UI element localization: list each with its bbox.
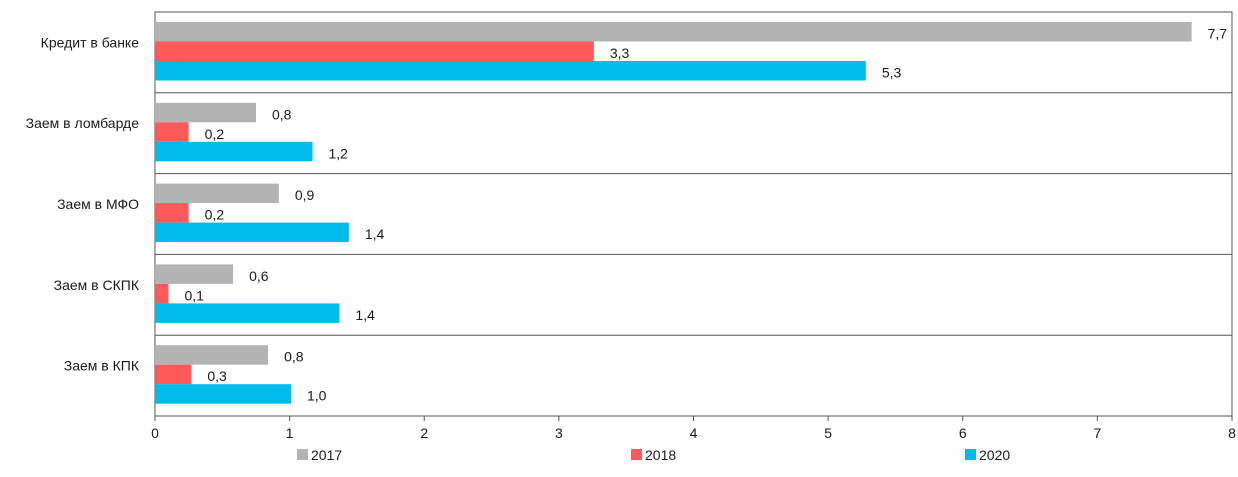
category-label-0: Кредит в банке [41, 34, 140, 50]
bar-2020-0 [155, 61, 866, 81]
value-label-2020-0: 5,3 [882, 65, 902, 81]
bar-2017-3 [155, 264, 234, 284]
bar-2017-0 [155, 22, 1192, 42]
value-label-2017-0: 7,7 [1208, 26, 1228, 42]
bar-2018-4 [155, 364, 192, 385]
legend-label-2020: 2020 [979, 447, 1010, 463]
value-label-2017-3: 0,6 [249, 268, 269, 284]
value-label-2020-2: 1,4 [365, 226, 385, 242]
value-label-2020-4: 1,0 [307, 388, 327, 404]
legend: 2017 2018 2020 [297, 447, 1010, 463]
x-tick-label-7: 7 [1093, 425, 1101, 441]
value-label-2018-4: 0,3 [207, 368, 227, 384]
bar-2020-1 [155, 141, 313, 162]
category-label-1: Заем в ломбарде [26, 115, 140, 131]
value-label-2020-1: 1,2 [329, 145, 349, 161]
bar-2020-2 [155, 222, 349, 243]
bar-2018-3 [155, 283, 169, 304]
bar-2018-0 [155, 41, 594, 61]
x-axis: 0 1 2 3 4 5 6 7 8 [151, 415, 1236, 441]
bar-2020-4 [155, 384, 291, 404]
bar-2017-2 [155, 183, 279, 204]
x-tick-label-1: 1 [286, 425, 294, 441]
legend-label-2018: 2018 [645, 447, 676, 463]
category-labels-group: Кредит в банке Заем в ломбарде Заем в МФО З… [26, 34, 140, 373]
x-tick-label-5: 5 [824, 425, 832, 441]
x-tick-label-4: 4 [690, 425, 698, 441]
legend-swatch-2017 [297, 449, 308, 460]
bar-2018-2 [155, 203, 189, 223]
bar-2017-4 [155, 345, 269, 365]
x-tick-label-2: 2 [420, 425, 428, 441]
bar-2017-1 [155, 102, 256, 123]
category-label-4: Заем в КПК [64, 358, 140, 374]
value-label-2017-1: 0,8 [272, 106, 292, 122]
value-label-2018-1: 0,2 [205, 126, 225, 142]
x-tick-label-0: 0 [151, 425, 159, 441]
x-tick-label-3: 3 [555, 425, 563, 441]
x-tick-label-6: 6 [959, 425, 967, 441]
value-labels-group: 7,7 3,3 5,3 0,8 0,2 1,2 0,9 0,2 1,4 0,6 0,1 1,4 0,8 0… [184, 26, 1227, 404]
legend-swatch-2018 [631, 449, 642, 460]
value-label-2020-3: 1,4 [355, 307, 375, 323]
category-label-3: Заем в СКПК [54, 277, 140, 293]
bars-group [155, 22, 1192, 404]
legend-label-2017: 2017 [311, 447, 342, 463]
value-label-2018-0: 3,3 [610, 45, 630, 61]
bar-2018-1 [155, 122, 189, 142]
value-label-2017-2: 0,9 [295, 187, 315, 203]
value-label-2017-4: 0,8 [284, 349, 304, 365]
bar-2020-3 [155, 303, 340, 323]
value-label-2018-3: 0,1 [184, 287, 204, 303]
x-tick-label-8: 8 [1228, 425, 1236, 441]
legend-swatch-2020 [965, 449, 976, 460]
value-label-2018-2: 0,2 [205, 207, 225, 223]
category-label-2: Заем в МФО [57, 196, 139, 212]
